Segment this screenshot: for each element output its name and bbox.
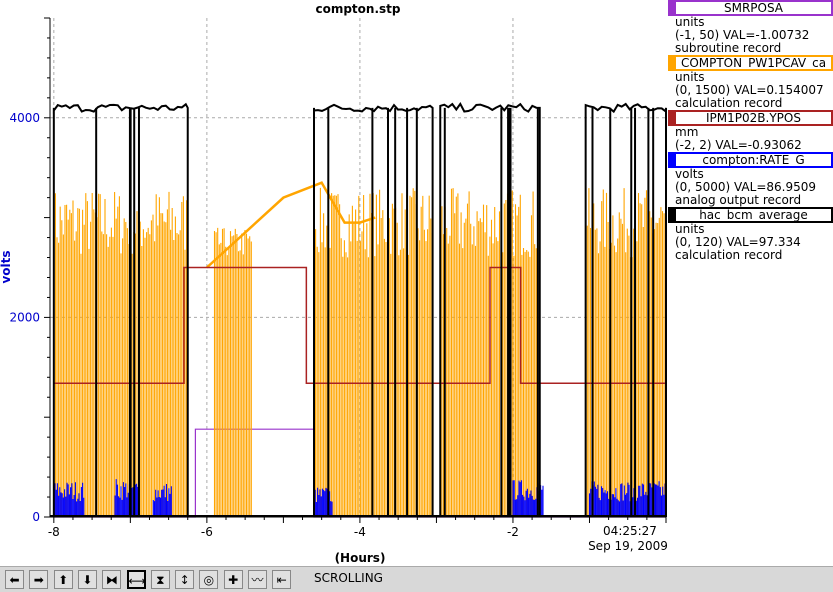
x-tick-label: -6 [201,525,213,539]
gridlines [50,18,666,517]
legend-record: subroutine record [675,41,782,55]
zoom-in-y-icon[interactable]: ⧗ [150,570,170,589]
zoom-out-y-icon[interactable]: ↕ [175,570,195,589]
series-layer [50,101,667,518]
go-to-end-icon[interactable]: ⇤ [272,570,292,589]
x-tick-label: -4 [354,525,366,539]
x-tick-label: -2 [507,525,519,539]
y-tick-label: 4000 [9,111,40,125]
legend-entry-3[interactable]: compton:RATE_G [668,152,833,168]
legend-record: analog output record [675,193,802,207]
series-compton-baseline [206,181,376,269]
legend-units: units [675,222,705,236]
legend-entry-1[interactable]: COMPTON_PW1PCAV_ca [668,55,833,71]
legend-units: units [675,70,705,84]
legend-range: (0, 120) VAL=97.334 [675,235,801,249]
arrow-up-icon[interactable]: ⬆ [53,570,73,589]
arrow-down-icon[interactable]: ⬇ [77,570,97,589]
end-date-label: Sep 19, 2009 [588,539,668,553]
legend-entry-2[interactable]: IPM1P02B.YPOS [668,110,833,126]
series-hac-bcm-average [50,101,667,517]
x-axis-label: (Hours) [335,551,386,565]
legend-range: (0, 5000) VAL=86.9509 [675,180,816,194]
legend-range: (-1, 50) VAL=-1.00732 [675,28,810,42]
chart-plot: -8 -6 -4 -2 0 2000 4000 compton.stp volts (Hou… [0,2,668,565]
legend-record: calculation record [675,248,783,262]
series-ipm1p02b-ypos [53,266,666,385]
scrolling-label: SCROLLING [314,571,383,585]
toolbar: ⬅ ➡ ⬆ ⬇ ⧓ ⟷ ⧗ ↕ ◎ ✚ 〰 ⇤ SCROLLING [0,566,833,592]
zoom-in-x-icon[interactable]: ⧓ [102,570,122,589]
chart-title: compton.stp [315,2,400,16]
timescale-icon[interactable]: 〰 [248,570,267,589]
axes: -8 -6 -4 -2 0 2000 4000 [9,17,667,539]
end-time-label: 04:25:27 [603,524,657,538]
x-tick-label: -8 [48,525,60,539]
legend-entry-0[interactable]: SMRPOSA [668,0,833,16]
zoom-out-x-icon[interactable]: ⟷ [126,570,146,589]
legend-units: mm [675,125,699,139]
legend: SMRPOSA units (-1, 50) VAL=-1.00732 subrout… [668,0,833,262]
y-tick-label: 0 [32,510,40,524]
legend-range: (-2, 2) VAL=-0.93062 [675,138,802,152]
y-tick-label: 2000 [9,310,40,324]
y-axis-label: volts [0,250,13,283]
arrow-left-icon[interactable]: ⬅ [5,570,24,589]
legend-units: volts [675,167,704,181]
legend-entry-4[interactable]: hac_bcm_average [668,207,833,223]
legend-range: (0, 1500) VAL=0.154007 [675,83,824,97]
legend-record: calculation record [675,96,783,110]
arrow-right-icon[interactable]: ➡ [29,570,49,589]
legend-units: units [675,15,705,29]
add-icon[interactable]: ✚ [223,570,243,589]
autoscale-icon[interactable]: ◎ [199,570,219,589]
